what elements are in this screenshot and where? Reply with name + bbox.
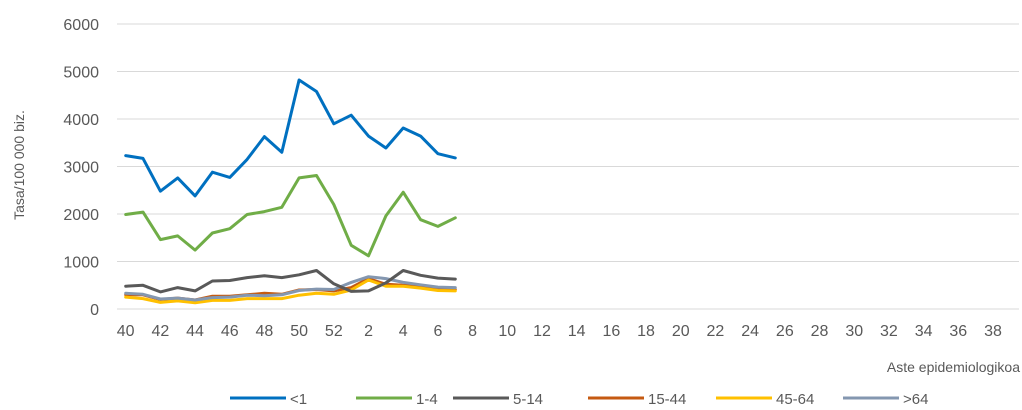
x-tick-label: 48	[256, 323, 274, 340]
legend-label: <1	[290, 391, 307, 408]
series-line-0	[124, 78, 457, 198]
series-line-2	[124, 269, 457, 294]
legend-label: 45-64	[776, 391, 814, 408]
x-tick-label: 52	[325, 323, 343, 340]
x-tick-label: 36	[949, 323, 967, 340]
x-tick-label: 22	[707, 323, 725, 340]
x-tick-label: 12	[533, 323, 551, 340]
x-tick-label: 10	[498, 323, 516, 340]
x-tick-label: 38	[984, 323, 1002, 340]
x-tick-label: 8	[468, 323, 477, 340]
x-axis-title: Aste epidemiologikoa	[887, 359, 1020, 375]
x-tick-label: 26	[776, 323, 794, 340]
x-tick-label: 6	[433, 323, 442, 340]
x-tick-label: 16	[602, 323, 620, 340]
x-tick-label: 46	[221, 323, 239, 340]
y-tick-label: 3000	[63, 160, 99, 177]
x-tick-label: 4	[399, 323, 408, 340]
gridlines	[117, 23, 1019, 310]
x-tick-label: 18	[637, 323, 655, 340]
y-axis-title: Tasa/100 000 biz.	[11, 110, 27, 220]
x-tick-label: 14	[568, 323, 586, 340]
y-tick-label: 2000	[63, 207, 99, 224]
series-line-1	[124, 174, 457, 258]
x-tick-label: 44	[186, 323, 204, 340]
x-tick-label: 50	[290, 323, 308, 340]
x-tick-label: 30	[845, 323, 863, 340]
x-tick-label: 40	[117, 323, 135, 340]
y-tick-labels: 0 1000 2000 3000 4000 5000 6000	[63, 17, 99, 319]
x-tick-label: 32	[880, 323, 898, 340]
y-tick-label: 6000	[63, 17, 99, 34]
x-tick-label: 2	[364, 323, 373, 340]
x-tick-labels: 40 42 44 46 48 50 52 2 4 6 8 10 12 14 16 18 20 22 24 26 28 30…	[117, 323, 1002, 340]
y-tick-label: 1000	[63, 255, 99, 272]
legend-label: 1-4	[416, 391, 438, 408]
y-tick-label: 5000	[63, 65, 99, 82]
x-tick-label: 42	[151, 323, 169, 340]
y-tick-label: 0	[90, 302, 99, 319]
x-tick-label: 28	[811, 323, 829, 340]
legend: <1 1-4 5-14 15-44 45-64 >64	[230, 391, 928, 408]
x-tick-label: 34	[915, 323, 933, 340]
series-line-5	[124, 275, 457, 302]
y-tick-label: 4000	[63, 112, 99, 129]
series-lines	[124, 78, 457, 305]
series-line-4	[124, 278, 457, 305]
x-tick-label: 20	[672, 323, 690, 340]
legend-label: >64	[903, 391, 928, 408]
legend-label: 15-44	[648, 391, 686, 408]
x-tick-label: 24	[741, 323, 759, 340]
legend-label: 5-14	[513, 391, 543, 408]
